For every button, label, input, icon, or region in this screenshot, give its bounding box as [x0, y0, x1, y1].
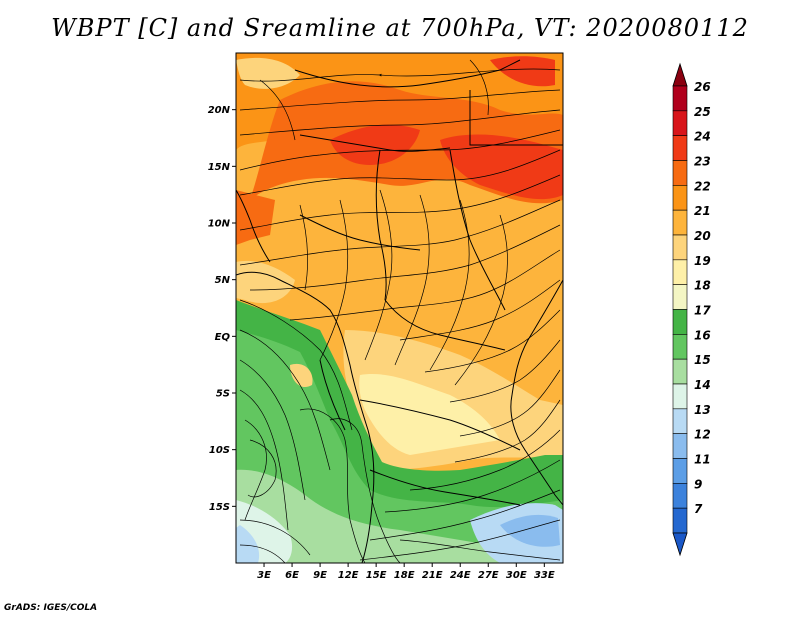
lat-tick-label: 10S	[209, 445, 230, 456]
colorbar-label: 19	[694, 254, 711, 268]
colorbar-swatch	[672, 358, 688, 385]
lat-tick-label: 15N	[208, 162, 231, 173]
colorbar-swatch	[672, 309, 688, 335]
colorbar-label: 18	[694, 279, 711, 293]
colorbar-swatch	[672, 259, 688, 285]
colorbar-swatch	[672, 334, 688, 360]
lon-tick-label: 15E	[366, 570, 387, 581]
colorbar-label: 17	[694, 304, 711, 318]
latitude-axis: 20N 15N 10N 5N EQ 5S 10S 15S	[208, 105, 236, 513]
lat-tick-label: 15S	[209, 502, 230, 513]
lat-tick-label: 5S	[216, 389, 230, 400]
longitude-axis: 3E 6E 9E 12E 15E 18E 21E 24E 27E 30E 33E	[257, 563, 555, 581]
lon-tick-label: 12E	[338, 570, 359, 581]
lat-tick-label: EQ	[215, 332, 231, 343]
lat-tick-label: 10N	[208, 219, 231, 230]
colorbar-label: 14	[694, 378, 711, 392]
lon-tick-label: 9E	[313, 570, 327, 581]
grads-credit: GrADS: IGES/COLA	[4, 603, 98, 613]
lon-tick-label: 3E	[257, 570, 271, 581]
colorbar-top-triangle	[672, 62, 688, 87]
colorbar-swatch	[672, 408, 688, 434]
coastlines-and-borders	[236, 59, 563, 563]
colorbar-label: 23	[694, 155, 711, 169]
lon-tick-label: 24E	[450, 570, 471, 581]
streamlines	[239, 59, 561, 563]
colorbar-label: 21	[694, 204, 711, 218]
colorbar-swatch	[672, 209, 688, 236]
map-title: WBPT [C] and Sreamline at 700hPa, VT: 20…	[51, 14, 749, 42]
colorbar-label: 13	[694, 403, 711, 417]
colorbar-swatch	[672, 433, 688, 459]
colorbar-swatch	[672, 483, 688, 509]
colorbar-label: 20	[694, 229, 711, 243]
colorbar-label: 16	[694, 328, 711, 342]
lon-tick-label: 33E	[534, 570, 555, 581]
lon-tick-label: 27E	[478, 570, 499, 581]
map-frame	[235, 52, 564, 564]
lat-tick-label: 5N	[215, 275, 231, 286]
colorbar-label: 15	[694, 353, 711, 367]
colorbar-swatch	[672, 185, 688, 211]
colorbar-swatch	[672, 507, 688, 534]
lat-tick-label: 20N	[208, 105, 231, 116]
colorbar-swatch	[672, 160, 688, 186]
lon-tick-label: 21E	[422, 570, 443, 581]
lon-tick-label: 18E	[394, 570, 415, 581]
colorbar-label: 24	[694, 130, 711, 144]
colorbar-legend: 26 25 24 23 22 21 20 19 18 17 16 15 14 13 12 11 9 7	[672, 62, 711, 557]
colorbar-swatch	[672, 85, 688, 112]
lon-tick-label: 30E	[506, 570, 527, 581]
colorbar-swatch	[672, 383, 688, 410]
lon-tick-label: 6E	[285, 570, 299, 581]
colorbar-swatch	[672, 458, 688, 484]
colorbar-swatch	[672, 284, 688, 310]
colorbar-bottom-triangle	[672, 532, 688, 557]
colorbar-label: 22	[694, 179, 711, 193]
colorbar-label: 11	[694, 453, 711, 467]
colorbar-swatch	[672, 234, 688, 261]
colorbar-swatch	[672, 135, 688, 161]
colorbar-label: 25	[694, 105, 711, 119]
colorbar-swatch	[672, 110, 688, 136]
colorbar-label: 26	[694, 80, 711, 94]
colorbar-label: 9	[694, 477, 702, 491]
colorbar-label: 7	[694, 502, 703, 516]
colorbar-label: 12	[694, 428, 711, 442]
